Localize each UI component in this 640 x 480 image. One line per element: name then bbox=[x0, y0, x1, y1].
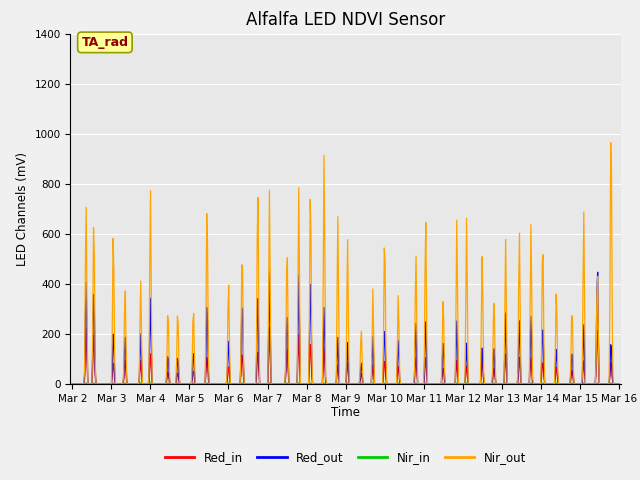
Nir_out bbox=[157, 381, 165, 387]
X-axis label: Time: Time bbox=[331, 407, 360, 420]
Nir_in bbox=[157, 381, 165, 387]
Red_in bbox=[84, 381, 92, 387]
Line: Nir_in: Nir_in bbox=[72, 383, 619, 384]
Red_out bbox=[247, 381, 255, 387]
Nir_out bbox=[247, 381, 255, 387]
Red_out bbox=[615, 381, 623, 387]
Text: TA_rad: TA_rad bbox=[81, 36, 129, 49]
Nir_in bbox=[84, 381, 92, 387]
Red_out bbox=[214, 381, 222, 387]
Nir_out bbox=[615, 381, 623, 387]
Red_in bbox=[564, 381, 572, 387]
Red_out bbox=[84, 381, 92, 387]
Nir_out bbox=[529, 374, 536, 380]
Legend: Red_in, Red_out, Nir_in, Nir_out: Red_in, Red_out, Nir_in, Nir_out bbox=[160, 446, 531, 468]
Red_out bbox=[266, 268, 273, 274]
Red_out bbox=[157, 381, 165, 387]
Red_out bbox=[68, 381, 76, 387]
Red_out bbox=[564, 381, 572, 387]
Red_in bbox=[247, 381, 255, 387]
Nir_in bbox=[529, 381, 537, 387]
Nir_in bbox=[502, 380, 509, 386]
Red_out bbox=[529, 381, 537, 387]
Red_in bbox=[157, 381, 165, 387]
Nir_in bbox=[214, 381, 222, 387]
Red_in bbox=[615, 381, 623, 387]
Title: Alfalfa LED NDVI Sensor: Alfalfa LED NDVI Sensor bbox=[246, 11, 445, 29]
Red_in bbox=[68, 381, 76, 387]
Red_in bbox=[266, 325, 273, 331]
Nir_in bbox=[564, 381, 572, 387]
Line: Red_in: Red_in bbox=[72, 328, 619, 384]
Nir_in bbox=[247, 381, 255, 387]
Red_in bbox=[214, 381, 222, 387]
Red_in bbox=[529, 381, 537, 387]
Nir_out bbox=[84, 381, 92, 387]
Nir_out bbox=[68, 381, 76, 387]
Line: Red_out: Red_out bbox=[72, 271, 619, 384]
Nir_out bbox=[607, 140, 614, 145]
Nir_out bbox=[564, 381, 572, 387]
Nir_out bbox=[214, 381, 222, 387]
Nir_in bbox=[615, 381, 623, 387]
Nir_in bbox=[68, 381, 76, 387]
Y-axis label: LED Channels (mV): LED Channels (mV) bbox=[16, 152, 29, 266]
Line: Nir_out: Nir_out bbox=[72, 143, 619, 384]
